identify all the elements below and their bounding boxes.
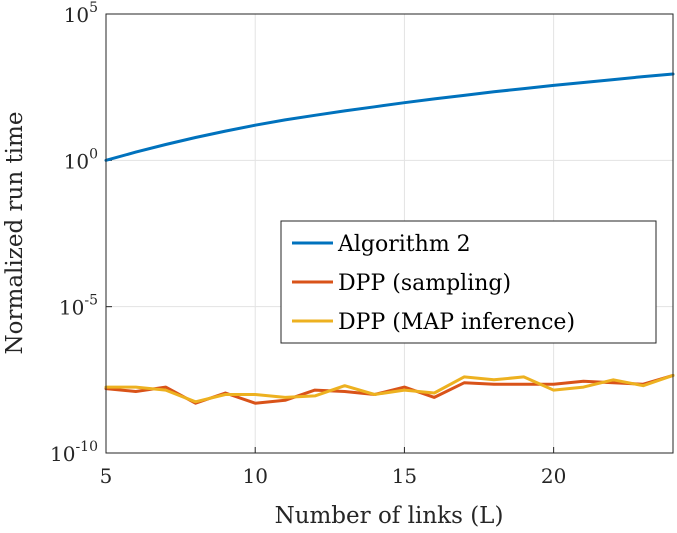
x-tick-label: 5 bbox=[100, 464, 113, 488]
legend: Algorithm 2 DPP (sampling) DPP (MAP infere… bbox=[280, 220, 657, 344]
series-line-3 bbox=[104, 373, 675, 404]
x-tick-label: 15 bbox=[392, 464, 417, 488]
y-tick-label: 105 bbox=[64, 0, 98, 27]
series-line-1 bbox=[104, 72, 675, 162]
y-tick-label: 10-5 bbox=[59, 293, 98, 320]
x-axis-label: Number of links (L) bbox=[275, 503, 504, 529]
series-lines bbox=[104, 72, 675, 405]
y-axis-label: Normalized run time bbox=[2, 112, 28, 355]
y-tick-labels: 10-10 10-5 100 105 bbox=[50, 0, 98, 466]
legend-entry: DPP (sampling) bbox=[338, 271, 511, 296]
x-tick-label: 20 bbox=[541, 464, 566, 488]
y-tick-label: 10-10 bbox=[50, 439, 98, 466]
plot-frame bbox=[105, 13, 674, 454]
legend-entry: DPP (MAP inference) bbox=[338, 310, 575, 335]
x-tick-labels: 5 10 15 20 bbox=[100, 464, 567, 488]
y-tick-label: 100 bbox=[64, 146, 98, 173]
legend-entry: Algorithm 2 bbox=[337, 232, 471, 257]
x-tick-label: 10 bbox=[242, 464, 267, 488]
legend-box bbox=[280, 220, 657, 344]
